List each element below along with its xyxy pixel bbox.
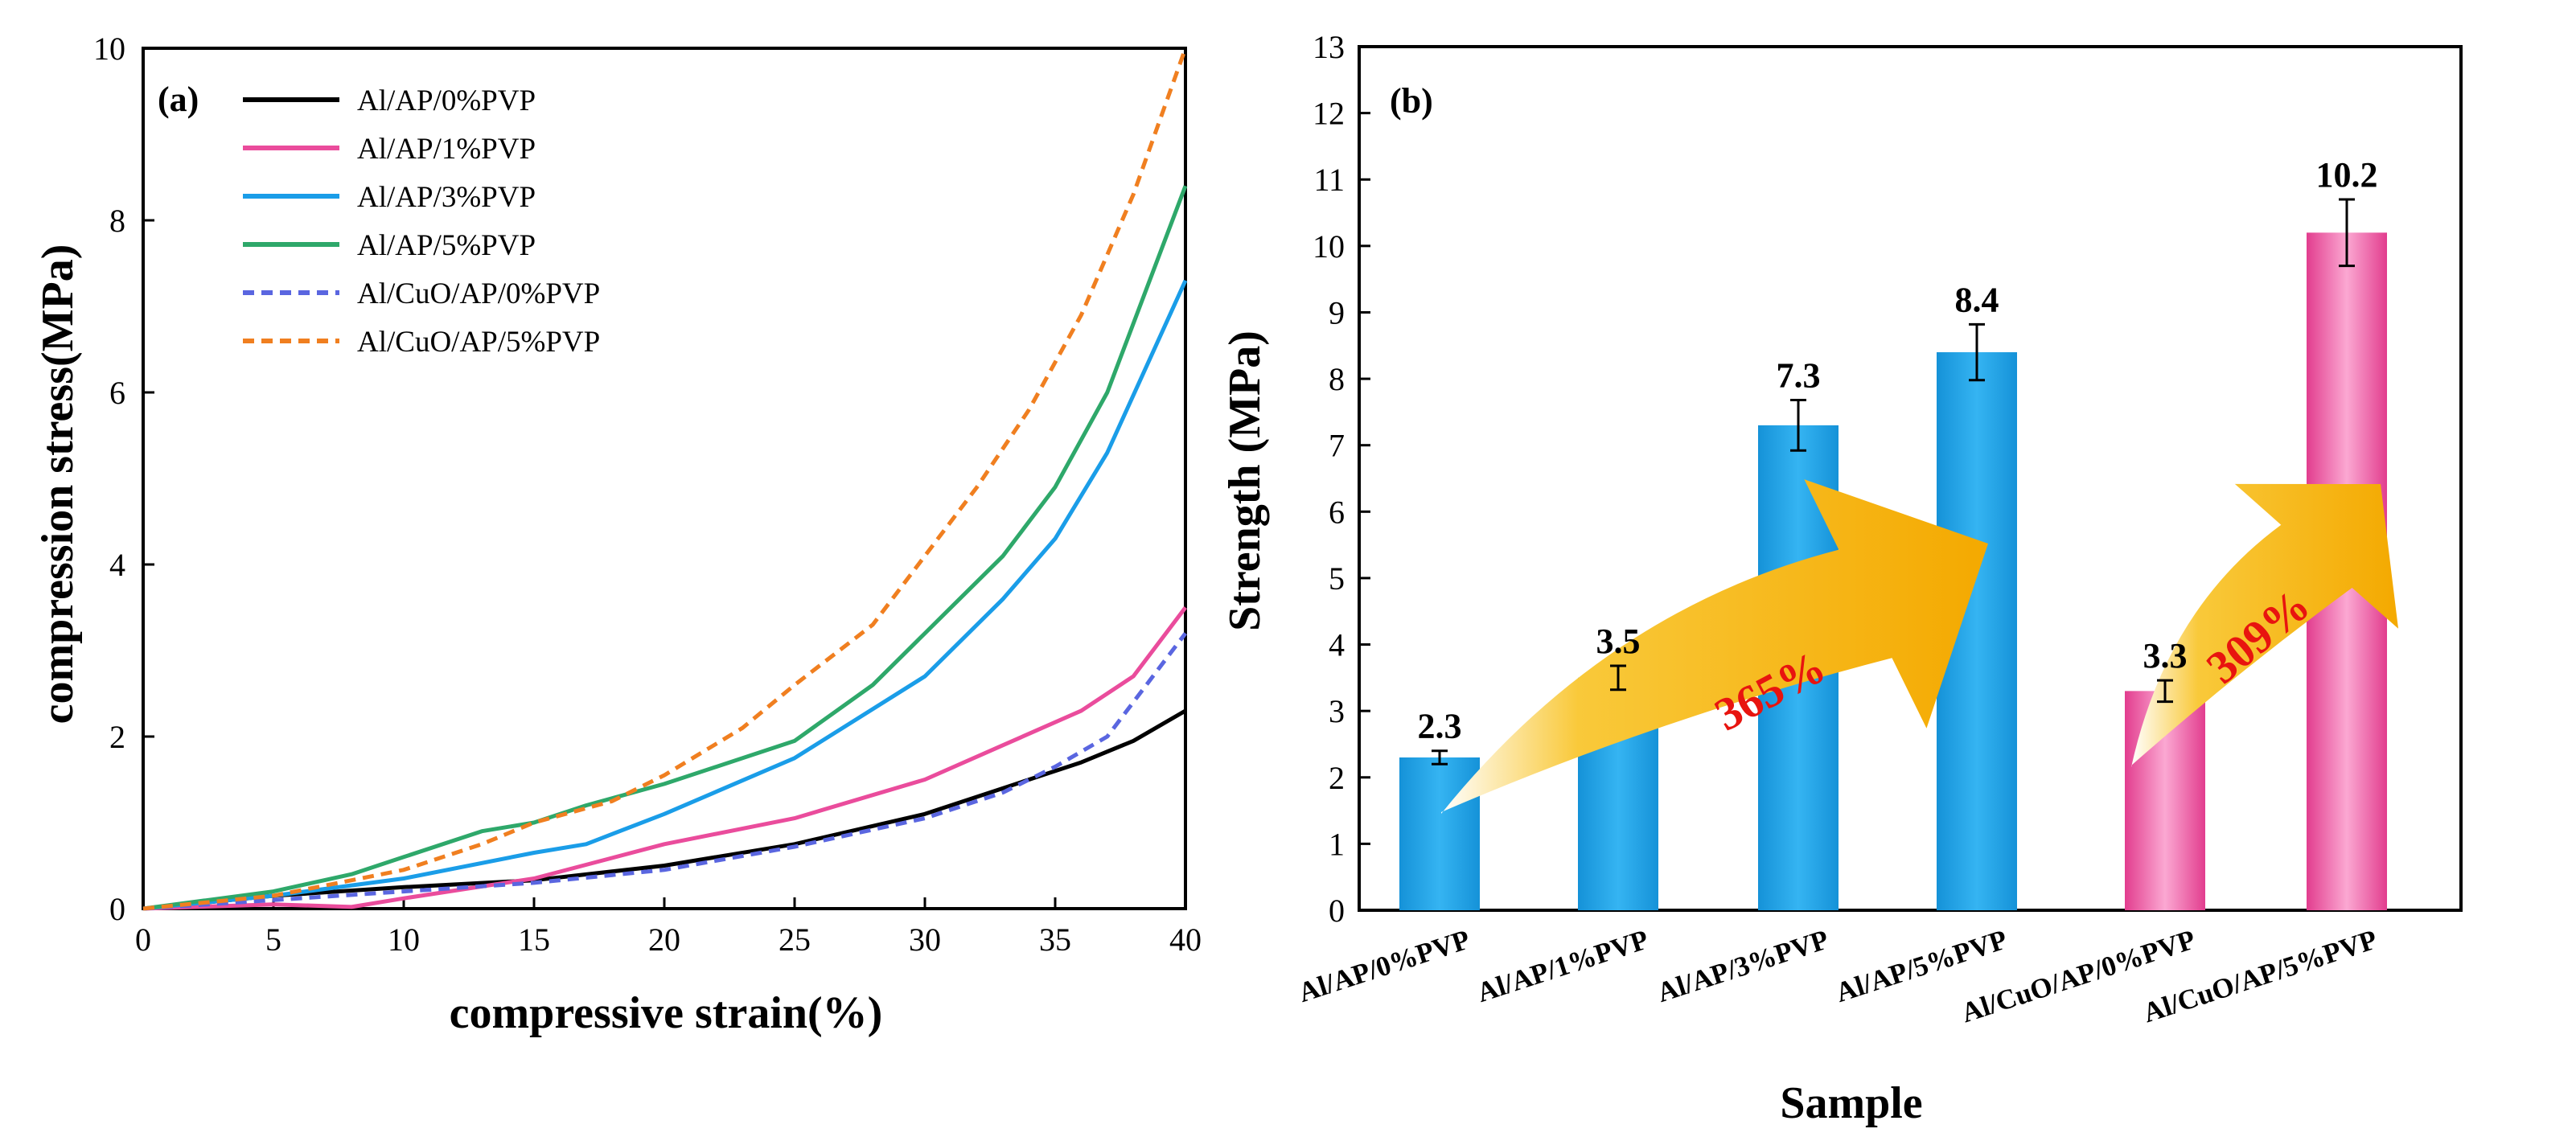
- y-tick-label: 8: [1329, 361, 1345, 397]
- y-tick-label: 12: [1313, 96, 1345, 132]
- x-tick-label: 10: [388, 922, 420, 958]
- series-line: [142, 185, 1188, 911]
- category-label: Al/AP/3%PVP: [1654, 924, 1833, 1009]
- increase-arrow: [1441, 479, 1988, 814]
- x-tick-label: 15: [518, 922, 550, 958]
- x-tick-label: 20: [648, 922, 680, 958]
- y-tick-label: 13: [1313, 29, 1345, 65]
- y-tick-label: 6: [109, 375, 125, 411]
- series-line: [142, 708, 1187, 911]
- y-tick-label: 10: [93, 31, 125, 67]
- x-tick-label: 30: [909, 922, 941, 958]
- y-tick-label: 3: [1329, 693, 1345, 729]
- category-label: Al/AP/1%PVP: [1473, 924, 1653, 1009]
- bar-value-label: 7.3: [1777, 356, 1821, 396]
- y-tick-label: 11: [1313, 162, 1345, 198]
- bar-value-label: 2.3: [1418, 707, 1462, 746]
- y-tick-label: 2: [1329, 760, 1345, 796]
- y-tick-label: 0: [109, 891, 125, 927]
- legend-entry: Al/AP/0%PVP: [357, 84, 536, 117]
- bar: [1399, 757, 1480, 910]
- series-line: [142, 279, 1188, 911]
- y-tick-label: 7: [1329, 428, 1345, 464]
- panel-b-label: (b): [1390, 81, 1433, 121]
- y-tick-label: 0: [1329, 893, 1345, 929]
- panel-b-bar-chart: Strength (MPa) Sample (b) 01234567891011…: [1220, 29, 2463, 1128]
- y-tick-label: 6: [1329, 494, 1345, 530]
- bar-value-label: 8.4: [1955, 280, 1999, 319]
- category-label: Al/AP/0%PVP: [1295, 924, 1474, 1009]
- y-tick-label: 4: [109, 547, 125, 583]
- legend-entry: Al/AP/5%PVP: [357, 229, 536, 262]
- panel-b-xlabel: Sample: [1780, 1078, 1922, 1128]
- y-tick-label: 10: [1313, 228, 1345, 265]
- increase-arrow: [2131, 483, 2399, 767]
- x-tick-label: 5: [265, 922, 281, 958]
- legend-entry: Al/CuO/AP/5%PVP: [357, 326, 600, 359]
- panel-a-xlabel: compressive strain(%): [450, 988, 883, 1038]
- legend-entry: Al/AP/1%PVP: [357, 133, 536, 166]
- panel-a-line-chart: compression stress(MPa) compressive stra…: [33, 31, 1202, 1038]
- y-tick-label: 4: [1329, 627, 1345, 663]
- y-tick-label: 8: [109, 203, 125, 239]
- x-tick-label: 0: [135, 922, 151, 958]
- bar-value-label: 10.2: [2316, 155, 2378, 195]
- x-tick-label: 35: [1039, 922, 1071, 958]
- x-tick-label: 40: [1169, 922, 1202, 958]
- panel-a-ylabel: compression stress(MPa): [33, 244, 83, 724]
- panel-b-frame: [1358, 45, 2463, 912]
- y-tick-label: 5: [1329, 560, 1345, 597]
- series-line: [142, 47, 1188, 911]
- bar-value-label: 3.3: [2143, 636, 2188, 675]
- series-line: [142, 605, 1187, 911]
- y-tick-label: 1: [1329, 826, 1345, 862]
- panel-b-ylabel: Strength (MPa): [1220, 330, 1270, 631]
- legend-entry: Al/CuO/AP/0%PVP: [357, 277, 600, 310]
- series-line: [142, 632, 1187, 911]
- x-tick-label: 25: [779, 922, 811, 958]
- y-tick-label: 2: [109, 719, 125, 755]
- legend-entry: Al/AP/3%PVP: [357, 181, 536, 214]
- y-tick-label: 9: [1329, 294, 1345, 330]
- bar-value-label: 3.5: [1596, 622, 1641, 661]
- panel-a-label: (a): [158, 80, 199, 119]
